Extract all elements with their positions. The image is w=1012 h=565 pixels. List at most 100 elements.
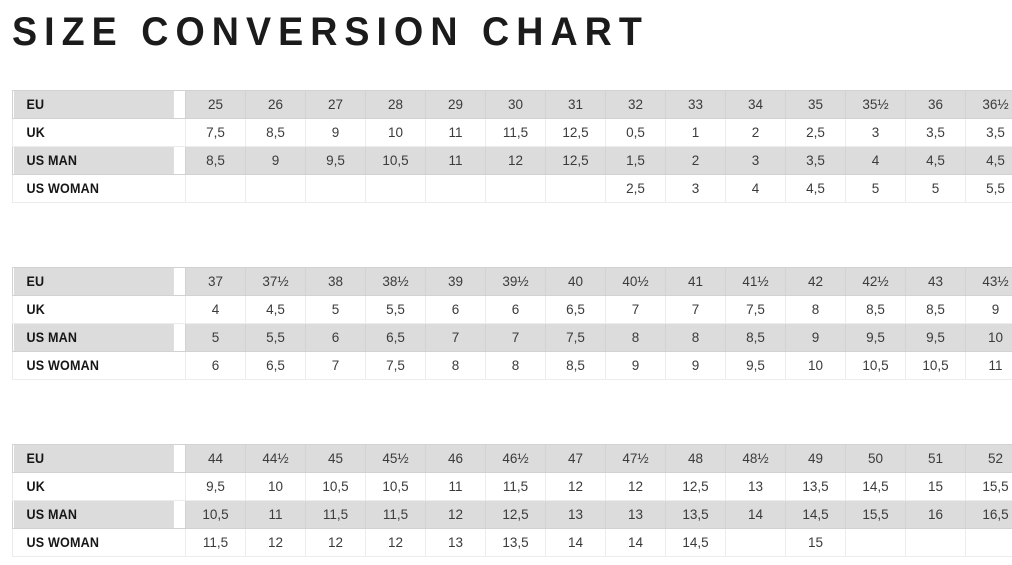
- size-cell: 12: [425, 500, 486, 529]
- size-cell: 11,5: [305, 500, 366, 529]
- size-cell: 13,5: [665, 500, 726, 529]
- size-cell: 8: [665, 323, 726, 352]
- table-row: US MAN 8,5 9 9,5 10,5 11 12 12,5 1,5 2 3 3,5 4 4,5 4,5: [12, 146, 1012, 175]
- size-cell: 8,5: [245, 118, 306, 147]
- size-cell: 13: [725, 472, 786, 501]
- size-cell: 13: [425, 528, 486, 557]
- size-cell: 9,5: [905, 323, 966, 352]
- row-label-us-woman: US WOMAN: [12, 174, 174, 203]
- size-cell: 10,5: [905, 351, 966, 380]
- size-cell: 9: [785, 323, 846, 352]
- size-cell: 11: [425, 472, 486, 501]
- size-cell: 42: [785, 267, 846, 296]
- size-cell: 8,5: [905, 295, 966, 324]
- size-cell: 38½: [365, 267, 426, 296]
- size-table-kids: EU 25 26 27 28 29 30 31 32 33 34 35 35½ 36 36½ UK 7,5 8,5…: [12, 90, 1012, 203]
- size-cell: 10: [785, 351, 846, 380]
- table-row: EU 25 26 27 28 29 30 31 32 33 34 35 35½ 36 36½: [12, 90, 1012, 119]
- size-cell: 6: [185, 351, 246, 380]
- size-cell: 12,5: [545, 146, 606, 175]
- size-cell: [545, 174, 606, 203]
- size-cell: 9,5: [725, 351, 786, 380]
- size-cell: 29: [425, 90, 486, 119]
- size-cell: 6: [425, 295, 486, 324]
- size-cell: 32: [605, 90, 666, 119]
- size-cell: 27: [305, 90, 366, 119]
- size-cell: 9: [965, 295, 1012, 324]
- row-label-us-woman: US WOMAN: [12, 351, 174, 380]
- row-label-eu: EU: [12, 90, 174, 119]
- size-cell: 14: [725, 500, 786, 529]
- size-cell: 40: [545, 267, 606, 296]
- size-cell: 12: [545, 472, 606, 501]
- size-cell: 8: [485, 351, 546, 380]
- size-cell: 1: [665, 118, 726, 147]
- size-cell: 12: [485, 146, 546, 175]
- size-cell: 9,5: [845, 323, 906, 352]
- size-cell: 8,5: [725, 323, 786, 352]
- size-cell: 6,5: [365, 323, 426, 352]
- size-cell: 5,5: [245, 323, 306, 352]
- size-cell: 4,5: [965, 146, 1012, 175]
- table-row: UK 7,5 8,5 9 10 11 11,5 12,5 0,5 1 2 2,5 3 3,5 3,5: [12, 118, 1012, 147]
- size-cell: 11,5: [485, 118, 546, 147]
- size-cell: 14: [605, 528, 666, 557]
- table-row: US WOMAN 11,5 12 12 12 13 13,5 14 14 14,5 15: [12, 528, 1012, 557]
- size-cell: 14,5: [845, 472, 906, 501]
- size-cell: 43½: [965, 267, 1012, 296]
- size-cell: 50: [845, 444, 906, 473]
- table-row: US MAN 10,5 11 11,5 11,5 12 12,5 13 13 13,5 14 14,5…: [12, 500, 1012, 529]
- size-cell: 12: [245, 528, 306, 557]
- size-cell: [725, 528, 786, 557]
- size-cell: 13: [545, 500, 606, 529]
- size-cell: 8: [605, 323, 666, 352]
- size-cell: [245, 174, 306, 203]
- size-cell: 28: [365, 90, 426, 119]
- size-cell: 40½: [605, 267, 666, 296]
- size-cell: 2: [725, 118, 786, 147]
- size-cell: 6: [305, 323, 366, 352]
- row-label-us-man: US MAN: [12, 323, 174, 352]
- table-row: UK 4 4,5 5 5,5 6 6 6,5 7 7 7,5 8 8,5 8,5 9: [12, 295, 1012, 324]
- size-cell: 7,5: [725, 295, 786, 324]
- size-cell: 52: [965, 444, 1012, 473]
- size-cell: [185, 174, 246, 203]
- size-cell: 9: [305, 118, 366, 147]
- size-cell: 45½: [365, 444, 426, 473]
- size-table-mid: EU 37 37½ 38 38½ 39 39½ 40 40½ 41 41½ 42 42½ 43 43½ UK 4…: [12, 267, 1012, 380]
- size-cell: 9: [605, 351, 666, 380]
- size-cell: [845, 528, 906, 557]
- table-row: EU 37 37½ 38 38½ 39 39½ 40 40½ 41 41½ 42 42½ 43 43½: [12, 267, 1012, 296]
- size-cell: 12: [305, 528, 366, 557]
- size-cell: 0,5: [605, 118, 666, 147]
- size-cell: 49: [785, 444, 846, 473]
- size-cell: 44½: [245, 444, 306, 473]
- size-cell: [905, 528, 966, 557]
- row-label-eu: EU: [12, 444, 174, 473]
- size-cell: 15,5: [845, 500, 906, 529]
- size-cell: 8: [425, 351, 486, 380]
- size-cell: 36½: [965, 90, 1012, 119]
- size-cell: 48: [665, 444, 726, 473]
- size-cell: 41: [665, 267, 726, 296]
- size-cell: 4: [725, 174, 786, 203]
- size-cell: 36: [905, 90, 966, 119]
- size-cell: 5: [305, 295, 366, 324]
- size-cell: 10: [365, 118, 426, 147]
- size-cell: 4: [185, 295, 246, 324]
- size-cell: 3: [725, 146, 786, 175]
- size-cell: 33: [665, 90, 726, 119]
- size-cell: 3,5: [785, 146, 846, 175]
- size-cell: 5: [845, 174, 906, 203]
- size-cell: 25: [185, 90, 246, 119]
- size-table-large: EU 44 44½ 45 45½ 46 46½ 47 47½ 48 48½ 49 50 51 52 UK 9,5…: [12, 444, 1012, 557]
- size-cell: 2,5: [605, 174, 666, 203]
- row-label-us-man: US MAN: [12, 500, 174, 529]
- table-row: US MAN 5 5,5 6 6,5 7 7 7,5 8 8 8,5 9 9,5 9,5 10: [12, 323, 1012, 352]
- size-cell: 16,5: [965, 500, 1012, 529]
- size-cell: 7: [425, 323, 486, 352]
- size-cell: 7,5: [185, 118, 246, 147]
- size-cell: 13,5: [485, 528, 546, 557]
- size-cell: 39½: [485, 267, 546, 296]
